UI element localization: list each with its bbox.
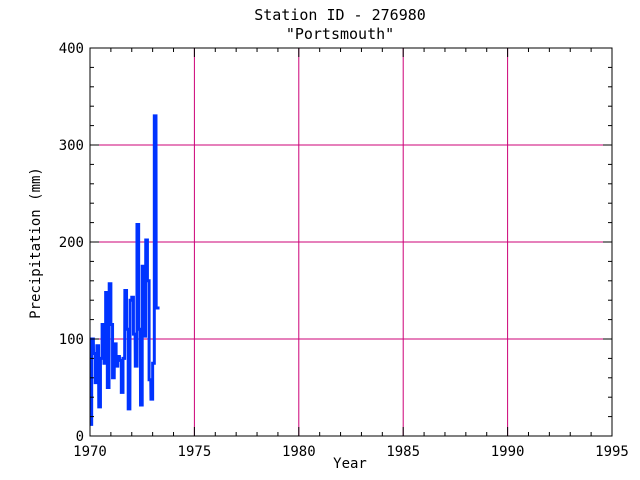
grid-lines: [90, 48, 612, 436]
x-tick-label: 1985: [386, 444, 420, 460]
x-tick-label: 1980: [282, 444, 316, 460]
y-tick-label: 400: [59, 41, 84, 57]
series-line: [90, 114, 160, 426]
y-axis-label: Precipitation (mm): [28, 167, 44, 319]
x-tick-label: 1970: [73, 444, 107, 460]
x-tick-label: 1975: [178, 444, 212, 460]
x-tick-label: 1990: [491, 444, 525, 460]
y-tick-label: 100: [59, 332, 84, 348]
y-tick-label: 300: [59, 138, 84, 154]
x-axis-label: Year: [333, 456, 367, 472]
x-tick-label: 1995: [595, 444, 629, 460]
chart-subtitle: "Portsmouth": [286, 25, 394, 43]
x-tick-labels: 1970 1975 1980 1985 1990 1995: [73, 444, 629, 460]
axes: [89, 47, 613, 437]
y-tick-labels: 0 100 200 300 400: [59, 41, 84, 445]
chart-title: Station ID - 276980: [254, 6, 426, 24]
y-tick-label: 200: [59, 235, 84, 251]
y-tick-label: 0: [76, 429, 84, 445]
